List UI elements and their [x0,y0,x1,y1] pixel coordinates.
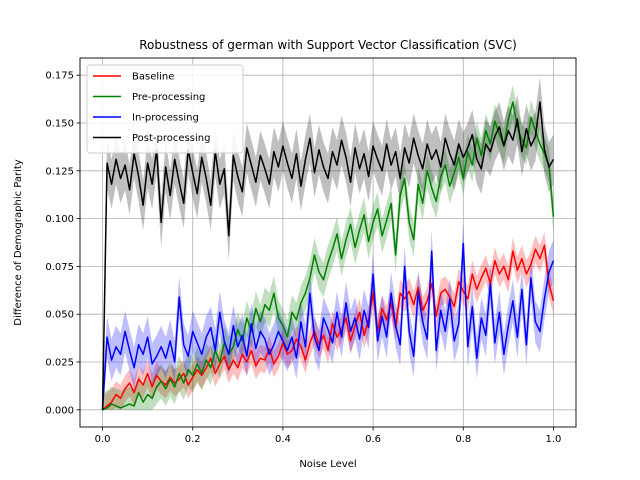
y-tick-label: 0.150 [45,119,74,130]
pre-processing-line [102,101,555,411]
post-processing-line [101,101,555,410]
in-processing-line [101,242,555,410]
x-axis-title: Noise Level [299,459,356,470]
legend: Baseline Pre-processing In-processing Post-… [86,64,244,154]
pre-processing-legend-label: Pre-processing [132,92,205,103]
x-tick-label: 0.0 [95,434,111,445]
post-processing-legend-label: Post-processing [132,133,210,144]
baseline-legend-label: Baseline [132,72,174,83]
axis-ticks: 0.0 0.2 0.4 0.6 0.8 1.0 0.000 0.025 0.050 0.075 0.… [45,71,561,445]
baseline-confidence-band [102,231,554,410]
y-tick-label: 0.125 [45,166,74,177]
x-tick-label: 1.0 [546,434,562,445]
x-tick-label: 0.8 [455,434,471,445]
series-lines [101,101,555,411]
y-axis-title: Difference of Demographic Parity [13,159,24,326]
x-tick-label: 0.2 [185,434,201,445]
baseline-line [102,244,555,411]
y-tick-label: 0.025 [45,357,74,368]
chart-title: Robustness of german with Support Vector… [139,38,517,52]
legend-box [86,64,244,154]
in-processing-confidence-band [102,222,554,410]
plot-frame [79,57,577,428]
y-tick-label: 0.100 [45,214,74,225]
y-tick-label: 0.075 [45,262,74,273]
x-tick-label: 0.6 [365,434,381,445]
y-tick-label: 0.050 [45,310,74,321]
y-tick-label: 0.000 [45,405,74,416]
in-processing-legend-label: In-processing [132,113,199,124]
y-tick-label: 0.175 [45,71,74,82]
x-tick-label: 0.4 [275,434,291,445]
